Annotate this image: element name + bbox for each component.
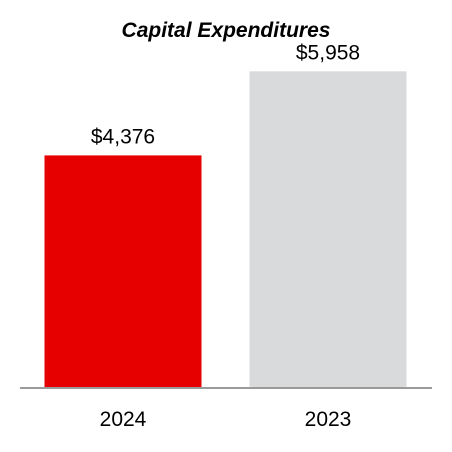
x-tick-label-2023: 2023: [305, 408, 352, 431]
x-tick-label-2024: 2024: [100, 408, 147, 431]
bars-layer: [44, 71, 407, 388]
chart-title: Capital Expenditures: [122, 19, 331, 42]
data-labels-layer: $4,376 $5,958: [91, 41, 360, 148]
bar-2023: [249, 71, 407, 388]
data-label-2023: $5,958: [296, 41, 360, 64]
bar-2024: [44, 155, 202, 388]
x-axis-ticks-layer: 2024 2023: [100, 408, 352, 431]
data-label-2024: $4,376: [91, 125, 155, 148]
